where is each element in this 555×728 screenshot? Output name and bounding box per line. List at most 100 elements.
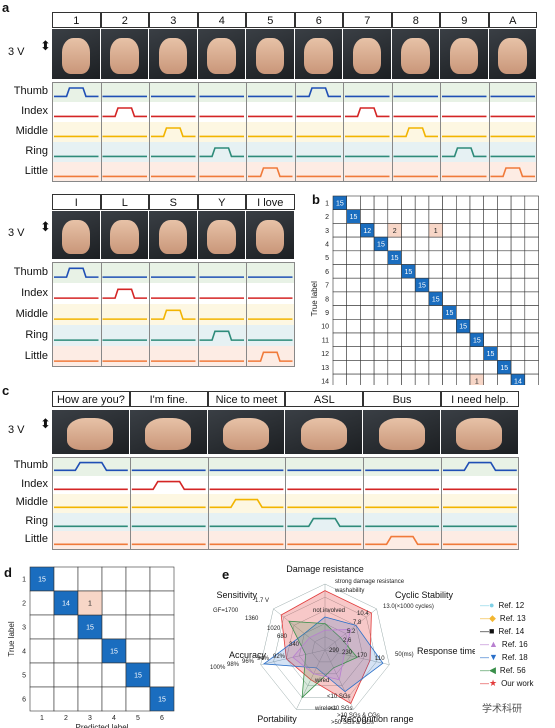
matrix-cell — [29, 590, 55, 616]
finger-label: Little — [24, 165, 48, 177]
column-divider — [129, 458, 131, 549]
finger-label: Little — [24, 349, 48, 362]
radar-annotation: 2.6 — [343, 638, 352, 644]
gesture-header: S — [149, 194, 198, 210]
legend-entry: —★ Our work — [480, 678, 534, 689]
matrix-cell — [373, 373, 389, 385]
matrix-cell — [53, 566, 79, 592]
radar-axis-label: Response time — [417, 646, 475, 656]
signal-line — [490, 167, 535, 178]
x-tick-label: 4 — [112, 715, 116, 722]
y-tick-label: 14 — [321, 378, 329, 385]
signal-trace — [54, 288, 293, 299]
column-divider — [246, 263, 247, 366]
matrix-cell — [125, 590, 151, 616]
matrix-cell — [524, 291, 539, 306]
hand-photo — [391, 29, 440, 79]
matrix-cell — [346, 277, 361, 293]
matrix-cell — [77, 566, 103, 592]
hand-photo — [149, 211, 198, 259]
hand-photo — [285, 410, 364, 454]
matrix-cell — [346, 291, 361, 306]
gesture-header: I'm fine. — [129, 391, 208, 407]
matrix-cell — [524, 223, 539, 238]
hand-photo — [207, 410, 286, 454]
matrix-cell — [510, 236, 526, 252]
matrix-cell — [442, 277, 457, 293]
hand-shape — [401, 38, 430, 74]
y-tick-label: 9 — [325, 310, 329, 317]
matrix-cell — [77, 638, 103, 664]
x-tick-label: 3 — [88, 715, 92, 722]
gesture-header: 7 — [343, 12, 392, 28]
matrix-cell — [332, 346, 347, 361]
matrix-cell — [456, 305, 471, 320]
signal-line — [199, 330, 244, 341]
matrix-cell — [456, 291, 471, 306]
matrix-cell — [373, 223, 389, 238]
gesture-header: How are you? — [52, 391, 130, 407]
matrix-cell — [401, 319, 416, 334]
matrix-cell — [360, 360, 375, 375]
matrix-value: 15 — [336, 200, 344, 207]
matrix-cell — [442, 346, 457, 361]
hand-shape — [378, 417, 425, 450]
hand-photo — [197, 29, 246, 79]
watermark-text: 学术科研 — [482, 704, 522, 715]
matrix-cell — [469, 250, 484, 265]
column-divider — [285, 458, 287, 549]
matrix-cell — [510, 305, 526, 320]
matrix-value: 15 — [391, 255, 399, 262]
y-tick-label: 1 — [22, 577, 26, 584]
matrix-cell — [77, 662, 103, 688]
legend-entry: —▲ Ref. 16 — [480, 639, 528, 649]
matrix-cell — [401, 332, 416, 347]
matrix-cell — [346, 250, 361, 265]
signal-line — [442, 147, 487, 158]
signal-line — [365, 535, 439, 546]
column-divider — [488, 83, 490, 181]
column-divider — [343, 83, 344, 181]
matrix-cell — [524, 360, 539, 375]
matrix-cell — [442, 319, 457, 334]
hand-photo — [129, 410, 208, 454]
column-divider — [363, 458, 365, 549]
radar-annotation: 92% — [273, 654, 286, 660]
matrix-value: 15 — [500, 365, 508, 372]
radar-annotation: 13.0(×1000 cycles) — [383, 604, 434, 610]
matrix-cell — [469, 264, 484, 279]
radar-annotation: not involved — [313, 608, 345, 614]
matrix-cell — [469, 209, 484, 224]
gesture-header: I love you — [246, 194, 295, 225]
matrix-cell — [510, 360, 526, 375]
y-tick-label: 11 — [322, 337, 329, 344]
matrix-cell — [149, 686, 175, 712]
matrix-cell — [497, 195, 512, 210]
radar-annotation: 50(ms) — [395, 652, 414, 658]
matrix-value: 15 — [473, 337, 481, 344]
matrix-cell — [524, 332, 539, 347]
matrix-cell — [497, 373, 512, 385]
radar-axis-label: Recognition range — [340, 714, 413, 724]
matrix-cell — [149, 662, 175, 688]
matrix-cell — [360, 291, 375, 306]
hand-photo — [440, 29, 489, 79]
matrix-cell — [360, 319, 375, 334]
matrix-cell — [510, 277, 526, 293]
hand-shape — [110, 219, 139, 255]
x-axis-label: Predicted label — [76, 723, 129, 728]
matrix-cell — [125, 566, 151, 592]
matrix-cell — [510, 264, 526, 279]
radar-annotation: strong damage resistance — [335, 579, 405, 585]
matrix-cell — [442, 209, 457, 224]
column-divider — [149, 263, 150, 366]
matrix-cell — [414, 319, 430, 334]
matrix-cell — [125, 614, 151, 640]
radar-grid — [260, 583, 390, 710]
matrix-cell — [414, 195, 430, 210]
x-tick-label: 1 — [40, 715, 44, 722]
matrix-cell — [524, 195, 539, 210]
finger-label: Ring — [25, 514, 48, 527]
matrix-cell — [497, 236, 512, 252]
matrix-value: 1 — [475, 378, 479, 385]
